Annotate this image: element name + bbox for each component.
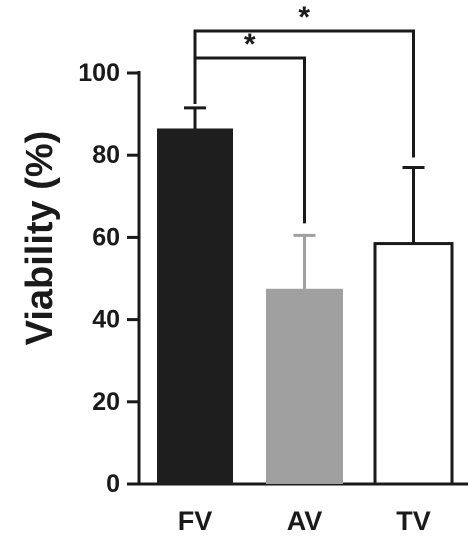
bar-FV — [157, 128, 233, 485]
category-label-FV: FV — [178, 506, 213, 536]
significance-star: * — [298, 1, 310, 34]
y-tick-label: 40 — [92, 306, 120, 334]
y-tick-label: 0 — [106, 470, 120, 498]
significance-bracket — [193, 29, 415, 158]
y-tick-label: 100 — [78, 59, 120, 87]
y-tick-label: 60 — [92, 223, 120, 251]
y-tick-label: 20 — [92, 388, 120, 416]
category-label-TV: TV — [396, 506, 431, 536]
significance-star: * — [244, 28, 256, 61]
bar-AV — [266, 288, 343, 484]
bar-TV — [373, 242, 454, 486]
plot-area: 0 20 40 60 80 100 FV AV TV * * — [78, 1, 468, 536]
y-tick-label: 80 — [92, 141, 120, 169]
y-axis-title: Viability (%) — [19, 131, 61, 346]
category-label-AV: AV — [287, 506, 323, 536]
